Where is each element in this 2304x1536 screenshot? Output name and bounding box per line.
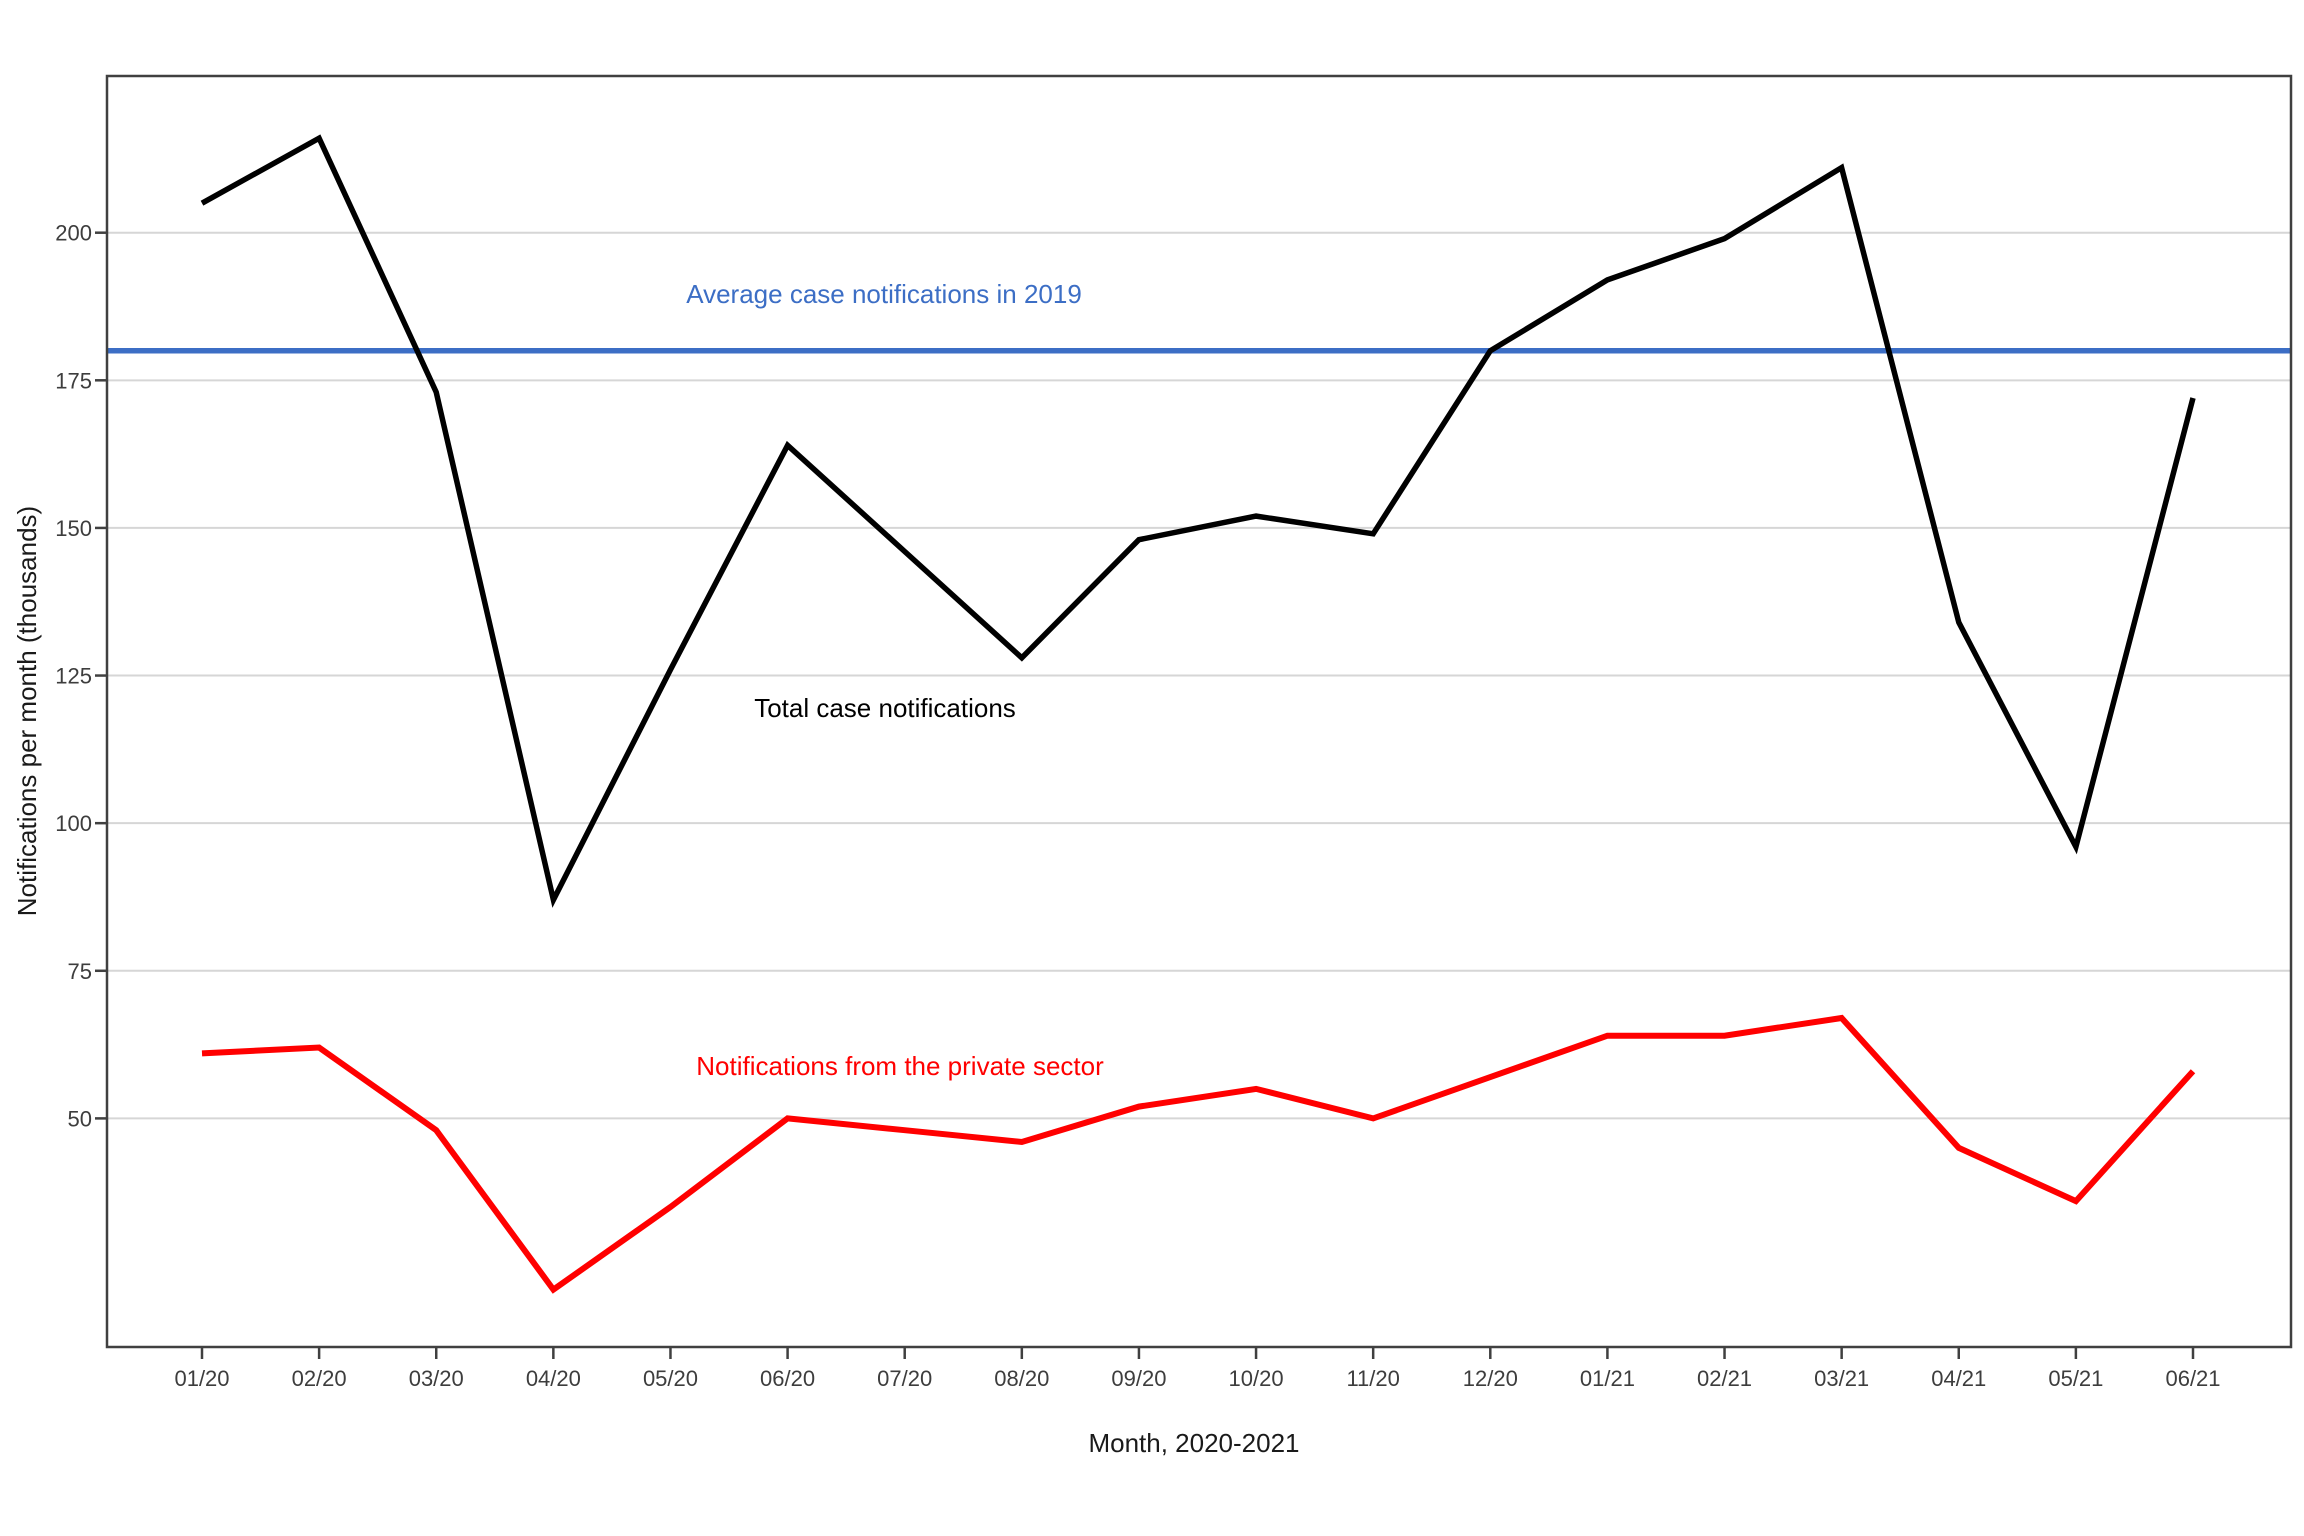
x-tick-label: 01/21 xyxy=(1580,1366,1635,1391)
y-tick-label: 200 xyxy=(55,221,92,246)
x-tick-label: 03/21 xyxy=(1814,1366,1869,1391)
x-tick-label: 01/20 xyxy=(174,1366,229,1391)
total-case-notifications-line xyxy=(200,134,2196,908)
x-tick-label: 11/20 xyxy=(1346,1366,1399,1391)
y-tick-label: 150 xyxy=(55,516,92,541)
x-tick-label: 04/21 xyxy=(1931,1366,1986,1391)
y-tick-label: 100 xyxy=(55,811,92,836)
x-tick-label: 03/20 xyxy=(409,1366,464,1391)
private-series-label: Notifications from the private sector xyxy=(696,1051,1104,1081)
y-tick-label: 125 xyxy=(55,664,92,689)
x-tick-label: 09/20 xyxy=(1111,1366,1166,1391)
average-line-label: Average case notifications in 2019 xyxy=(686,279,1082,309)
private-sector-notifications-line xyxy=(201,1014,2196,1294)
x-tick-label: 02/21 xyxy=(1697,1366,1752,1391)
ticks-layer xyxy=(95,231,2195,1359)
series-layer xyxy=(107,134,2291,1294)
y-tick-label: 175 xyxy=(55,368,92,393)
gridlines-layer xyxy=(107,231,2291,1120)
y-axis-title: Notifications per month (thousands) xyxy=(12,506,42,916)
x-tick-label: 02/20 xyxy=(292,1366,347,1391)
y-tick-label: 50 xyxy=(68,1106,92,1131)
x-tick-label: 10/20 xyxy=(1229,1366,1284,1391)
x-tick-label: 04/20 xyxy=(526,1366,581,1391)
x-axis-title: Month, 2020-2021 xyxy=(1088,1428,1299,1458)
plot-panel-border xyxy=(105,74,2293,1349)
x-tick-label: 07/20 xyxy=(877,1366,932,1391)
x-tick-label: 06/21 xyxy=(2165,1366,2220,1391)
x-tick-label: 08/20 xyxy=(994,1366,1049,1391)
tick-labels-layer: 50 75 100 125 150 175 200 01/20 02/20 03/20 04/20 0… xyxy=(55,221,2220,1391)
x-tick-label: 06/20 xyxy=(760,1366,815,1391)
x-tick-label: 12/20 xyxy=(1463,1366,1518,1391)
x-tick-label: 05/21 xyxy=(2048,1366,2103,1391)
y-tick-label: 75 xyxy=(68,959,92,984)
total-series-label: Total case notifications xyxy=(754,693,1016,723)
x-tick-label: 05/20 xyxy=(643,1366,698,1391)
